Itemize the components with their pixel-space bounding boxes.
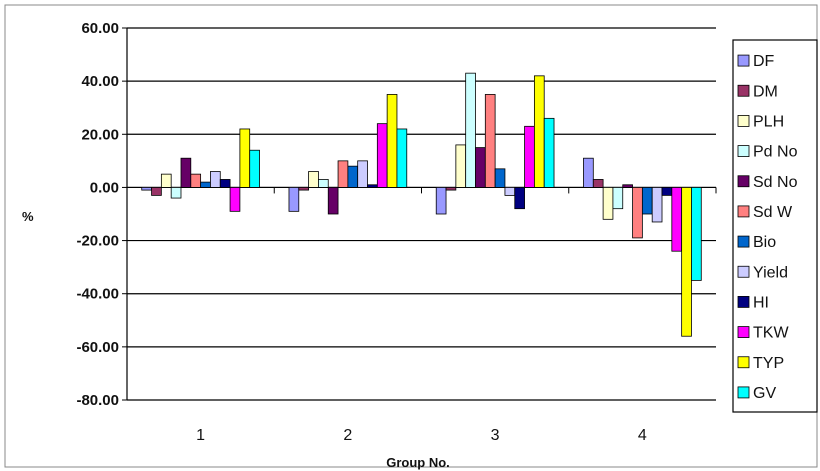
x-category-label: 4 (638, 427, 647, 444)
legend-label: Sd No (753, 174, 798, 191)
legend-label: TYP (753, 355, 784, 372)
bar-pd-no-group-2 (318, 179, 329, 188)
legend-swatch (737, 145, 750, 157)
legend-label: TKW (753, 325, 789, 342)
bar-hi-group-2 (367, 184, 378, 188)
bar-tkw-group-2 (376, 123, 388, 188)
legend-label: HI (753, 294, 769, 311)
bars (141, 72, 702, 337)
x-axis-title: Group No. (386, 455, 450, 470)
y-tick-label: 0.00 (90, 179, 119, 196)
y-axis-title: % (22, 209, 34, 224)
bar-sd-w-group-2 (337, 160, 349, 188)
legend-swatch (737, 296, 750, 308)
legend-swatch (737, 326, 750, 338)
bar-sd-no-group-2 (327, 187, 339, 215)
legend-label: Yield (753, 264, 788, 281)
bar-bio-group-4 (641, 187, 653, 215)
bar-df-group-2 (288, 187, 300, 212)
bar-dm-group-1 (151, 187, 162, 196)
bar-gv-group-4 (691, 187, 702, 281)
legend-swatch (737, 115, 750, 127)
bar-bio-group-2 (347, 165, 359, 188)
legend-swatch (737, 175, 750, 188)
y-tick-labels: 60.00 40.00 20.00 0.00 -20.00 -40.00 -60.00 -80… (76, 20, 119, 409)
bar-gv-group-3 (543, 117, 555, 188)
bar-yield-group-3 (504, 187, 516, 196)
y-tick-label: -20.00 (76, 233, 119, 250)
bar-hi-group-1 (219, 179, 231, 188)
bar-sd-w-group-4 (632, 187, 643, 239)
bar-dm-group-3 (445, 187, 457, 191)
legend-label: Pd No (753, 144, 798, 161)
bar-plh-group-4 (602, 187, 614, 220)
bar-plh-group-3 (455, 144, 467, 188)
x-category-labels: 1 2 3 4 (196, 427, 647, 444)
y-tick-label: 20.00 (81, 126, 119, 143)
legend-swatch (737, 235, 750, 248)
bar-df-group-3 (435, 187, 447, 215)
bar-bio-group-3 (494, 168, 506, 188)
legend-box (732, 39, 818, 413)
bar-dm-group-2 (298, 187, 310, 191)
bar-tkw-group-4 (671, 187, 683, 252)
bar-sd-w-group-1 (190, 173, 202, 188)
legend-swatch (737, 356, 750, 369)
legend-swatch (737, 205, 750, 218)
y-tick-label: -40.00 (76, 286, 119, 303)
bar-yield-group-2 (357, 160, 368, 188)
legend-label: Bio (753, 234, 776, 251)
bar-plh-group-2 (308, 171, 319, 188)
bar-gv-group-2 (396, 128, 408, 188)
bar-sd-no-group-1 (180, 157, 192, 188)
y-tick-label: 60.00 (81, 20, 119, 37)
legend-swatch (737, 84, 750, 97)
legend-swatch (737, 265, 750, 278)
bar-pd-no-group-1 (170, 187, 182, 199)
bar-typ-group-3 (533, 75, 545, 188)
bar-yield-group-4 (651, 187, 663, 223)
bar-tkw-group-1 (229, 187, 241, 212)
bar-yield-group-1 (210, 171, 221, 188)
y-tick-label: -60.00 (76, 339, 119, 356)
bar-hi-group-4 (661, 187, 673, 196)
legend-label: DM (753, 83, 778, 100)
legend-swatch (737, 54, 750, 67)
bar-dm-group-4 (592, 179, 604, 188)
legend-label: DF (753, 53, 775, 70)
legend: DF DM PLH Pd No Sd No Sd W Bio Yield HI TKW TYP GV (732, 39, 818, 413)
bar-pd-no-group-4 (612, 187, 624, 210)
x-category-label: 3 (491, 427, 500, 444)
bar-sd-no-group-4 (622, 184, 633, 188)
x-category-label: 2 (343, 427, 352, 444)
bar-gv-group-1 (249, 149, 260, 188)
bar-typ-group-1 (239, 128, 251, 188)
legend-label: Sd W (753, 204, 793, 221)
bar-typ-group-2 (386, 94, 398, 188)
bar-pd-no-group-3 (465, 72, 476, 188)
bar-df-group-1 (141, 187, 152, 191)
bar-tkw-group-3 (524, 125, 535, 188)
bar-typ-group-4 (681, 187, 692, 337)
legend-label: GV (753, 385, 776, 402)
legend-swatch (737, 386, 750, 399)
bar-df-group-4 (583, 157, 594, 188)
bar-bio-group-1 (200, 181, 211, 188)
bar-sd-no-group-3 (475, 147, 486, 188)
bar-sd-w-group-3 (484, 94, 496, 188)
legend-label: PLH (753, 113, 784, 130)
bar-plh-group-1 (160, 173, 172, 188)
x-category-label: 1 (196, 427, 205, 444)
bar-hi-group-3 (514, 187, 525, 210)
y-tick-label: 40.00 (81, 73, 119, 90)
y-tick-label: -80.00 (76, 392, 119, 409)
